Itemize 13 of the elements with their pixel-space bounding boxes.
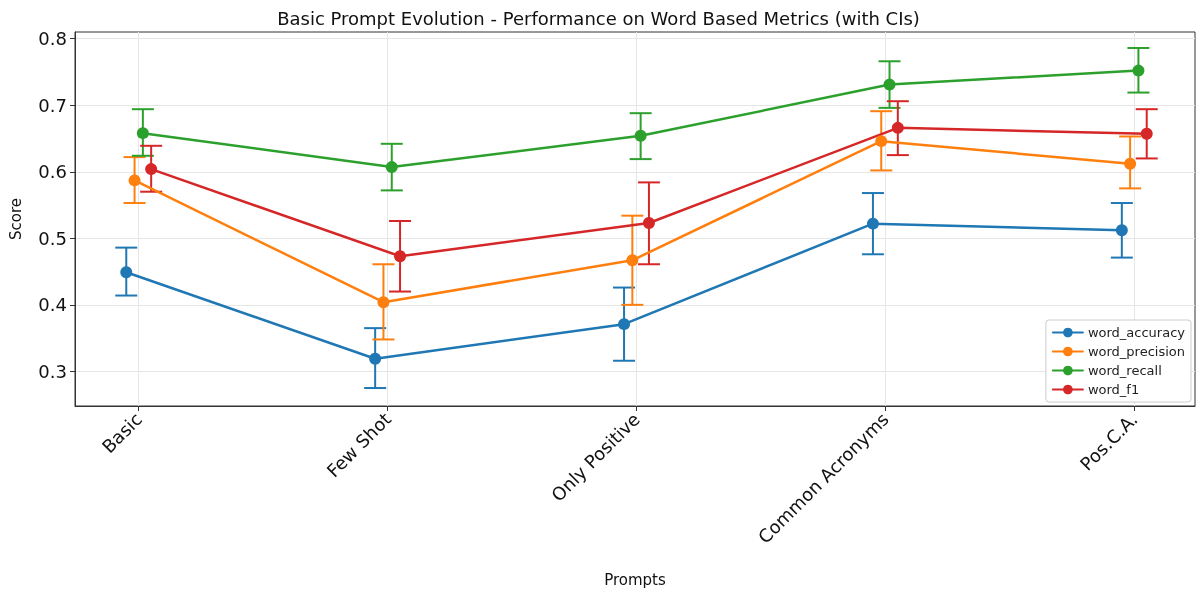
y-tick-label: 0.6 bbox=[38, 161, 67, 183]
x-axis-title: Prompts bbox=[604, 570, 666, 589]
legend-label: word_recall bbox=[1087, 363, 1162, 378]
y-tick-label: 0.5 bbox=[38, 227, 67, 249]
legend-label: word_precision bbox=[1087, 344, 1185, 359]
y-tick-label: 0.8 bbox=[38, 28, 67, 50]
chart-title: Basic Prompt Evolution - Performance on Word Based Metrics (with CIs) bbox=[277, 7, 920, 29]
y-axis-title: Score bbox=[6, 197, 25, 241]
y-tick-label: 0.3 bbox=[38, 360, 67, 382]
y-tick-label: 0.7 bbox=[38, 94, 67, 116]
y-tick-label: 0.4 bbox=[38, 294, 67, 316]
legend-label: word_f1 bbox=[1087, 382, 1140, 397]
legend-label: word_accuracy bbox=[1087, 325, 1186, 340]
